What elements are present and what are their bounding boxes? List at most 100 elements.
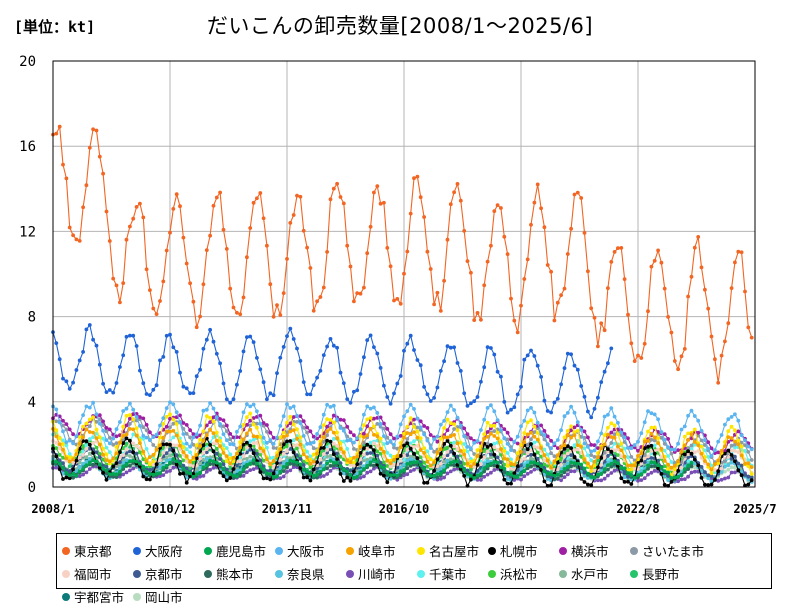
data-point xyxy=(362,423,366,428)
data-point xyxy=(415,174,420,179)
data-point xyxy=(308,471,313,476)
data-point xyxy=(462,474,467,478)
data-point xyxy=(268,282,273,287)
data-point xyxy=(555,300,560,305)
data-point xyxy=(726,321,731,326)
data-point xyxy=(639,469,644,473)
data-point xyxy=(569,226,573,231)
data-point xyxy=(723,469,727,474)
data-point xyxy=(311,434,316,439)
data-point xyxy=(422,424,426,428)
data-point xyxy=(214,460,219,465)
data-point xyxy=(706,455,711,459)
data-point xyxy=(318,295,323,299)
data-point xyxy=(362,446,366,451)
data-point xyxy=(208,420,213,424)
data-point xyxy=(331,457,336,462)
data-point xyxy=(131,216,136,221)
data-point xyxy=(452,190,456,195)
data-point xyxy=(432,302,436,307)
data-point xyxy=(652,412,657,417)
data-point xyxy=(248,226,253,230)
data-point xyxy=(512,439,517,444)
data-point xyxy=(77,460,82,465)
data-point xyxy=(686,452,690,457)
data-point xyxy=(208,327,213,332)
data-point xyxy=(689,432,694,437)
data-point xyxy=(255,440,259,445)
data-point xyxy=(522,431,527,435)
data-point xyxy=(151,443,156,447)
data-point xyxy=(372,448,376,452)
data-point xyxy=(579,384,584,388)
data-point xyxy=(642,439,647,444)
data-point xyxy=(348,460,353,465)
data-point xyxy=(104,458,109,463)
data-point xyxy=(565,444,570,448)
data-point xyxy=(522,357,527,362)
data-point xyxy=(699,451,704,456)
data-point xyxy=(97,154,102,159)
data-point xyxy=(522,440,527,445)
data-point xyxy=(723,449,727,453)
data-point xyxy=(495,418,500,422)
data-point xyxy=(726,429,731,434)
data-point xyxy=(659,447,664,451)
data-point xyxy=(385,246,390,250)
data-point xyxy=(368,333,373,338)
data-point xyxy=(375,449,380,454)
data-point xyxy=(378,446,383,451)
data-point xyxy=(204,337,209,342)
data-point xyxy=(592,468,597,473)
data-point xyxy=(532,460,537,465)
data-point xyxy=(609,406,614,410)
data-point xyxy=(492,460,497,464)
data-point xyxy=(358,291,363,296)
data-point xyxy=(231,397,236,402)
data-point xyxy=(271,393,276,398)
data-point xyxy=(258,452,263,457)
data-point xyxy=(589,469,594,473)
data-point xyxy=(204,463,209,467)
data-point xyxy=(679,449,684,454)
data-point xyxy=(418,419,423,424)
data-point xyxy=(438,472,443,476)
data-point xyxy=(438,477,443,481)
data-point xyxy=(388,264,393,269)
data-point xyxy=(124,413,129,418)
data-point xyxy=(616,461,620,466)
data-point xyxy=(656,463,660,468)
data-point xyxy=(291,428,296,433)
data-point xyxy=(348,430,353,435)
data-point xyxy=(649,448,654,453)
legend-marker-icon xyxy=(488,546,496,555)
data-point xyxy=(592,406,597,411)
data-point xyxy=(522,463,527,467)
data-point xyxy=(679,477,684,482)
data-point xyxy=(365,424,370,429)
data-point xyxy=(739,440,744,445)
data-point xyxy=(188,471,193,476)
data-point xyxy=(74,474,79,478)
data-point xyxy=(64,475,69,480)
data-point xyxy=(341,439,346,444)
data-point xyxy=(201,282,206,287)
data-point xyxy=(228,286,233,291)
data-point xyxy=(686,455,690,460)
data-point xyxy=(669,465,674,470)
data-point xyxy=(198,423,203,428)
data-point xyxy=(509,472,513,477)
data-point xyxy=(144,469,149,474)
data-point xyxy=(492,423,497,428)
data-point xyxy=(118,420,122,424)
data-point xyxy=(372,416,376,421)
data-point xyxy=(124,432,129,437)
data-point xyxy=(134,459,139,464)
data-point xyxy=(365,451,370,456)
data-point xyxy=(458,198,463,203)
data-point xyxy=(158,358,162,363)
data-point xyxy=(676,475,680,479)
data-point xyxy=(602,476,607,481)
data-point xyxy=(224,397,229,402)
data-point xyxy=(164,424,169,429)
